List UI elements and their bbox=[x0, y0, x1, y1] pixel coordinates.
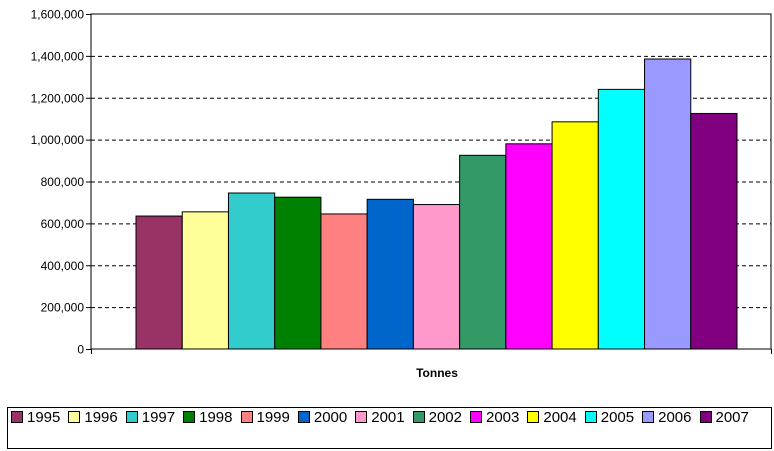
legend-item-2003: 2003 bbox=[470, 408, 519, 427]
bar-1995 bbox=[135, 215, 183, 350]
legend-swatch bbox=[125, 411, 138, 423]
legend-label: 2001 bbox=[371, 409, 405, 426]
legend-swatch bbox=[412, 411, 425, 423]
bar-1997 bbox=[227, 192, 276, 350]
bar-2004 bbox=[551, 121, 599, 350]
legend-item-1997: 1997 bbox=[125, 408, 176, 427]
legend-swatch bbox=[297, 411, 310, 423]
bars bbox=[135, 58, 738, 350]
legend-label: 2000 bbox=[313, 409, 348, 426]
legend-item-1999: 1999 bbox=[240, 408, 290, 427]
legend-label: 2005 bbox=[600, 409, 635, 426]
y-tick-label: 1,200,000 bbox=[31, 91, 85, 105]
legend-swatch bbox=[11, 411, 23, 423]
y-tick-label: 400,000 bbox=[41, 259, 85, 273]
y-tick-label: 1,400,000 bbox=[31, 49, 85, 63]
bar-2007 bbox=[690, 112, 738, 350]
x-axis-label: Tonnes bbox=[416, 366, 458, 380]
bar-2001 bbox=[412, 204, 461, 350]
legend-item-1995: 1995 bbox=[11, 408, 60, 427]
legend-label: 2002 bbox=[428, 409, 462, 426]
legend-item-1998: 1998 bbox=[183, 408, 233, 427]
bar-1996 bbox=[181, 211, 229, 350]
bar-2000 bbox=[366, 198, 414, 350]
bar-1998 bbox=[274, 196, 322, 350]
legend-item-2006: 2006 bbox=[642, 408, 692, 427]
legend-item-2005: 2005 bbox=[584, 408, 635, 427]
legend-label: 1999 bbox=[256, 409, 290, 426]
bar-1999 bbox=[320, 213, 368, 350]
legend-swatch bbox=[355, 411, 368, 423]
legend-label: 1998 bbox=[199, 409, 233, 426]
legend-swatch bbox=[470, 411, 482, 423]
y-tick-label: 800,000 bbox=[41, 175, 85, 189]
y-tick-label: 1,000,000 bbox=[31, 133, 85, 147]
legend-label: 2007 bbox=[715, 409, 749, 426]
bar-2002 bbox=[459, 154, 507, 350]
legend-item-2002: 2002 bbox=[412, 408, 462, 427]
legend-label: 2003 bbox=[486, 409, 520, 426]
axes: 0 200,000 400,000 600,000 800,000 1,000,000 1,… bbox=[31, 8, 772, 357]
y-tick-label: 1,600,000 bbox=[31, 8, 85, 22]
bar-2006 bbox=[644, 58, 692, 350]
y-tick-label: 0 bbox=[77, 343, 84, 357]
legend-label: 1995 bbox=[27, 409, 61, 426]
legend-item-2007: 2007 bbox=[699, 408, 749, 427]
y-tick-label: 600,000 bbox=[41, 217, 85, 231]
bar-2003 bbox=[505, 143, 553, 350]
legend-item-1996: 1996 bbox=[68, 408, 118, 427]
chart: 0 200,000 400,000 600,000 800,000 1,000,000 1,… bbox=[31, 8, 772, 380]
legend-label: 1996 bbox=[84, 409, 118, 426]
bar-2005 bbox=[597, 88, 646, 350]
legend-swatch bbox=[240, 411, 253, 423]
legend-swatch bbox=[68, 411, 81, 423]
legend-swatch bbox=[183, 411, 196, 423]
legend-item-2004: 2004 bbox=[527, 408, 577, 427]
legend-swatch bbox=[642, 411, 655, 423]
legend-label: 1997 bbox=[141, 409, 176, 426]
legend-label: 2004 bbox=[543, 409, 577, 426]
legend-item-2001: 2001 bbox=[355, 408, 405, 427]
legend-swatch bbox=[699, 411, 712, 423]
legend-swatch bbox=[527, 411, 540, 423]
y-tick-label: 200,000 bbox=[41, 301, 85, 315]
legend-swatch bbox=[584, 411, 597, 423]
legend-item-2000: 2000 bbox=[297, 408, 348, 427]
legend: 1995 1996 1997 1998 1999 2000 2001 2002 2003 2004… bbox=[7, 407, 772, 449]
legend-label: 2006 bbox=[658, 409, 692, 426]
